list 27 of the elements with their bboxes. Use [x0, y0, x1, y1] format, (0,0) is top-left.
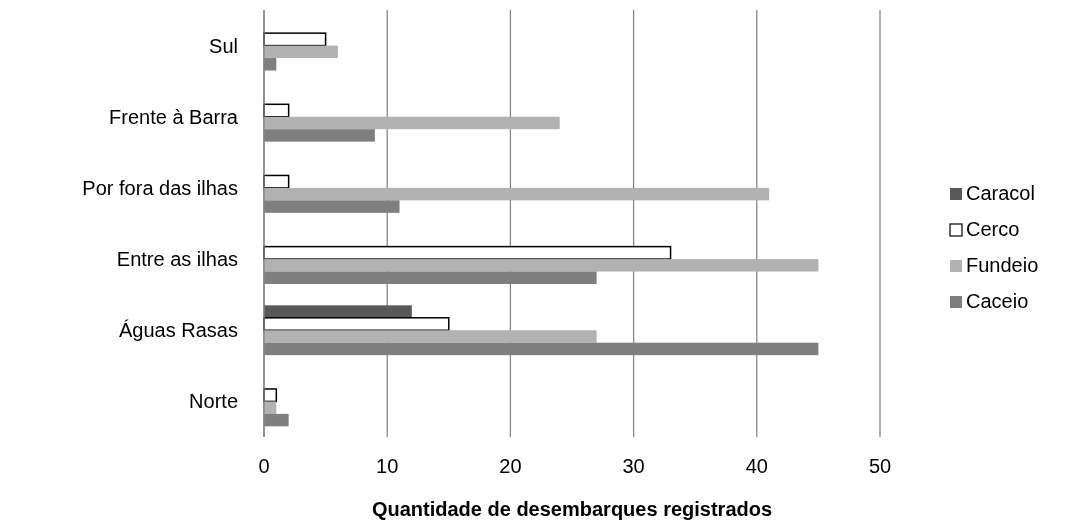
y-tick-label: Sul	[209, 34, 238, 57]
legend-label: Cerco	[966, 218, 1020, 240]
legend-label: Caracol	[966, 182, 1035, 204]
x-tick-label: 40	[745, 455, 768, 477]
x-tick-label: 0	[258, 455, 270, 477]
bar	[264, 330, 597, 343]
x-tick-label: 50	[868, 455, 892, 477]
x-tick-label: 20	[499, 455, 522, 477]
bar	[263, 32, 327, 47]
bar	[264, 305, 412, 318]
x-tick-label: 10	[376, 455, 399, 477]
y-tick-label: Norte	[189, 390, 238, 413]
bar	[264, 116, 560, 130]
bar	[263, 245, 672, 260]
bar	[264, 187, 770, 201]
legend-label: Caceio	[966, 290, 1029, 312]
y-tick-label: Por fora das ilhas	[82, 176, 238, 199]
bar	[263, 317, 450, 331]
y-tick-label: Frente à Barra	[109, 105, 239, 128]
y-tick-label: Águas Rasas	[119, 319, 238, 342]
bar	[264, 401, 277, 414]
legend-label: Fundeio	[966, 254, 1039, 276]
bar	[264, 259, 819, 272]
x-tick-label: 30	[622, 455, 645, 477]
y-tick-label: Entre as ilhas	[116, 248, 238, 271]
bar	[264, 45, 338, 59]
x-axis-title: Quantidade de desembarques registrados	[371, 498, 773, 520]
